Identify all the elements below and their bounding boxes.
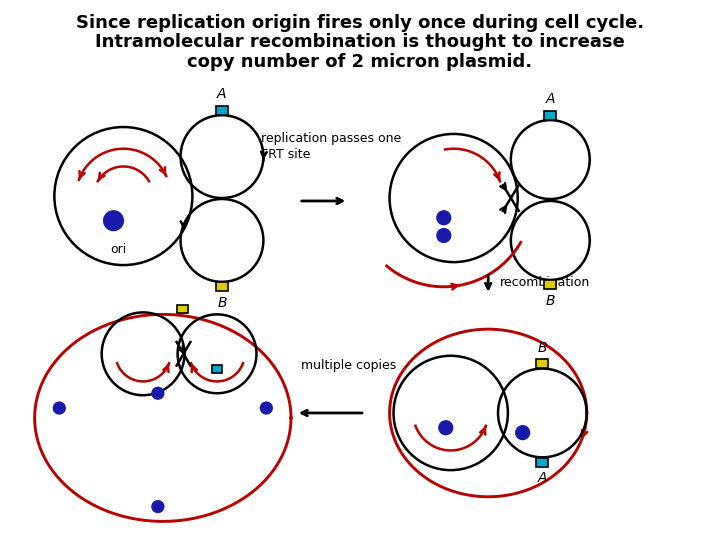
Bar — [177, 306, 188, 313]
Text: multiple copies: multiple copies — [301, 359, 396, 372]
Text: Intramolecular recombination is thought to increase: Intramolecular recombination is thought … — [95, 33, 625, 51]
Text: B: B — [538, 341, 547, 355]
Bar — [544, 111, 557, 120]
Circle shape — [53, 402, 66, 414]
Circle shape — [152, 387, 163, 399]
Text: B: B — [546, 294, 555, 308]
Text: A: A — [538, 471, 547, 485]
Bar — [536, 458, 549, 467]
Text: ori: ori — [110, 244, 127, 256]
Bar — [216, 106, 228, 114]
Circle shape — [152, 501, 163, 512]
Bar — [216, 282, 228, 291]
Text: replication passes one: replication passes one — [261, 132, 402, 145]
Text: recombination: recombination — [500, 276, 590, 289]
Circle shape — [104, 211, 123, 231]
Circle shape — [437, 228, 451, 242]
Circle shape — [516, 426, 530, 440]
Circle shape — [261, 402, 272, 414]
Bar — [536, 359, 549, 368]
Circle shape — [437, 211, 451, 225]
Text: Since replication origin fires only once during cell cycle.: Since replication origin fires only once… — [76, 14, 644, 32]
Text: copy number of 2 micron plasmid.: copy number of 2 micron plasmid. — [187, 53, 533, 71]
Text: A: A — [217, 87, 227, 102]
Circle shape — [439, 421, 453, 435]
Bar — [212, 364, 222, 373]
Text: FRT site: FRT site — [261, 148, 311, 161]
Text: B: B — [217, 295, 227, 309]
Bar — [544, 280, 557, 289]
Text: A: A — [546, 92, 555, 106]
